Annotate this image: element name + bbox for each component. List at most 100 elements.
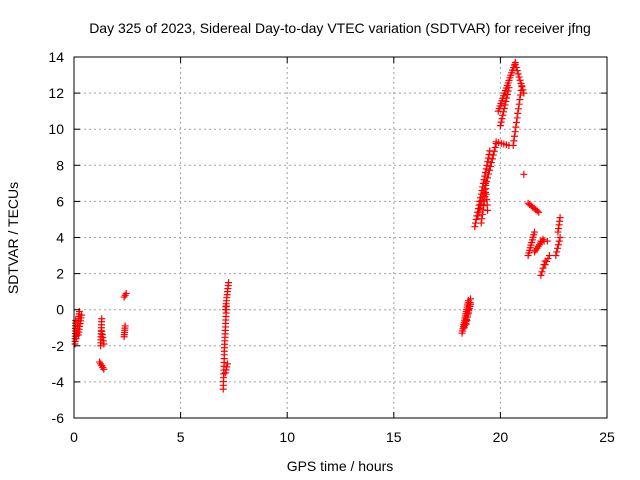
- data-point: [545, 252, 553, 260]
- chart-title: Day 325 of 2023, Sidereal Day-to-day VTE…: [89, 20, 591, 36]
- y-tick-label: 0: [56, 302, 64, 318]
- data-point: [488, 155, 496, 163]
- data-point: [543, 258, 551, 266]
- grid: [74, 57, 607, 418]
- data-point: [486, 162, 494, 170]
- data-point: [75, 308, 83, 316]
- data-point: [502, 97, 510, 105]
- y-tick-label: -6: [52, 410, 65, 426]
- data-point: [463, 317, 471, 325]
- data-point: [98, 315, 106, 323]
- y-tick-label: 12: [48, 85, 64, 101]
- data-point: [464, 313, 472, 321]
- x-tick-label: 20: [493, 429, 509, 445]
- data-point: [512, 123, 520, 131]
- data-point: [514, 70, 522, 78]
- y-tick-label: 10: [48, 121, 64, 137]
- data-point: [77, 311, 85, 319]
- data-point: [520, 170, 528, 178]
- data-point: [541, 261, 549, 269]
- y-tick-label: -2: [52, 338, 65, 354]
- y-tick-label: 4: [56, 230, 64, 246]
- data-point: [518, 82, 526, 90]
- axis-ticks: [73, 56, 608, 419]
- data-point: [554, 241, 562, 249]
- data-point: [511, 132, 519, 140]
- data-point: [517, 86, 525, 94]
- y-tick-label: -4: [52, 374, 65, 390]
- data-point: [491, 143, 499, 151]
- data-point: [512, 119, 520, 127]
- data-point: [516, 96, 524, 104]
- data-point: [505, 84, 513, 92]
- data-point: [484, 158, 492, 166]
- data-point: [223, 363, 231, 371]
- data-point: [516, 91, 524, 99]
- data-point: [221, 369, 229, 377]
- data-point: [462, 320, 470, 328]
- data-point: [481, 169, 489, 177]
- data-point: [467, 295, 475, 303]
- data-point: [464, 309, 472, 317]
- data-point: [512, 63, 520, 71]
- y-tick-label: 8: [56, 157, 64, 173]
- data-point: [465, 302, 473, 310]
- data-point: [222, 366, 230, 374]
- x-tick-label: 10: [279, 429, 295, 445]
- data-point: [478, 210, 486, 218]
- data-point: [510, 137, 518, 145]
- data-point: [472, 215, 480, 223]
- data-points: [71, 58, 564, 393]
- data-point: [554, 244, 562, 252]
- data-point: [501, 101, 509, 109]
- data-point: [465, 306, 473, 314]
- y-tick-label: 2: [56, 266, 64, 282]
- x-tick-label: 15: [386, 429, 402, 445]
- y-axis-title: SDTVAR / TECUs: [5, 182, 21, 294]
- data-point: [511, 128, 519, 136]
- data-point: [539, 264, 547, 272]
- data-point: [471, 223, 479, 231]
- data-point: [504, 87, 512, 95]
- data-point: [556, 234, 564, 241]
- data-point: [474, 212, 482, 220]
- data-point: [466, 298, 474, 306]
- data-point: [514, 105, 522, 113]
- data-point: [485, 170, 493, 178]
- data-point: [122, 289, 130, 297]
- data-point: [497, 118, 505, 126]
- data-point: [531, 228, 539, 236]
- data-point: [477, 219, 485, 227]
- data-point: [533, 207, 541, 215]
- data-point: [484, 154, 492, 162]
- y-tick-labels: -6 -4 -2 0 2 4 6 8 10 12 14: [48, 49, 64, 426]
- x-tick-labels: 0 5 10 15 20 25: [70, 429, 615, 445]
- data-point: [514, 109, 522, 117]
- data-point: [476, 204, 484, 212]
- data-point: [483, 161, 491, 169]
- data-point: [511, 60, 519, 68]
- data-point: [552, 252, 560, 260]
- data-point: [496, 122, 504, 130]
- data-point: [100, 340, 108, 348]
- data-point: [537, 271, 545, 279]
- y-tick-label: 14: [48, 49, 64, 65]
- data-point: [121, 322, 129, 330]
- data-point: [513, 67, 521, 75]
- data-point: [121, 291, 129, 299]
- data-point: [503, 94, 511, 102]
- x-tick-label: 5: [177, 429, 185, 445]
- data-point: [538, 268, 546, 276]
- y-tick-label: 6: [56, 193, 64, 209]
- data-point: [487, 159, 495, 167]
- data-point: [485, 166, 493, 174]
- data-point: [478, 215, 486, 223]
- data-point: [498, 115, 506, 123]
- x-axis-title: GPS time / hours: [287, 458, 394, 474]
- data-point: [482, 165, 490, 173]
- data-point: [553, 248, 561, 256]
- data-point: [535, 208, 543, 216]
- data-point: [484, 174, 492, 182]
- data-point: [503, 91, 511, 99]
